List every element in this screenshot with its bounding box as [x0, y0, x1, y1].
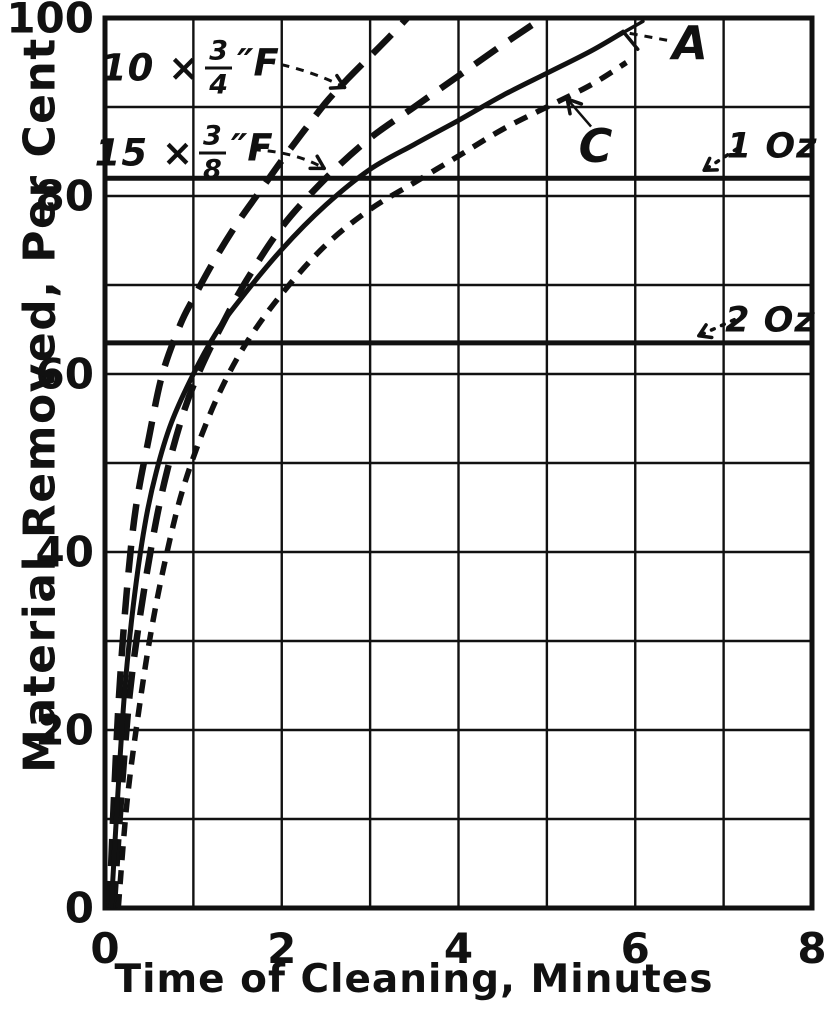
y-tick-label-80: 80: [36, 172, 94, 221]
x-tick-label-6: 6: [621, 924, 650, 973]
y-tick-label-60: 60: [36, 350, 94, 399]
fraction-denominator: 8: [203, 154, 222, 186]
x-tick-label-8: 8: [797, 924, 826, 973]
fraction-numerator: 3: [205, 37, 233, 70]
y-axis-title: Material Removed, Per Cent: [15, 37, 66, 773]
arrowhead-f15: [308, 154, 326, 171]
y-tick-label-40: 40: [36, 528, 94, 577]
plot-border: [102, 15, 815, 911]
series-curve-4: [115, 60, 628, 909]
grid-lines: [105, 18, 812, 908]
arrowhead-A: [622, 19, 645, 51]
fraction-numerator: 3: [199, 123, 226, 155]
x-tick-label-0: 0: [90, 924, 119, 973]
arrowhead-oz2: [697, 323, 714, 340]
annotation-suffix: ″F: [230, 126, 273, 170]
y-tick-label-100: 100: [6, 0, 94, 43]
x-tick-label-2: 2: [267, 924, 296, 973]
annotation-suffix: ″F: [237, 41, 279, 85]
fraction-denominator: 4: [209, 69, 229, 101]
x-tick-label-4: 4: [444, 924, 473, 973]
x-axis-title: Time of Cleaning, Minutes: [115, 957, 714, 1002]
leader-oz1: [702, 147, 739, 172]
leader-C: [566, 98, 593, 128]
annotation-label-1oz: 1 Oz: [726, 126, 818, 167]
arrowhead-f10: [328, 73, 347, 90]
arrowhead-oz1: [702, 156, 719, 172]
annotation-label-2oz: 2 Oz: [725, 300, 816, 341]
annotation-prefix: 15 ×: [94, 131, 195, 175]
leader-A: [623, 30, 668, 42]
series-curve-1: [106, 15, 410, 909]
annotation-label-15x3-8-F: 15 × 3 8 ″F: [95, 123, 273, 184]
annotation-label-curve-C: C: [578, 119, 613, 174]
y-tick-label-20: 20: [36, 706, 94, 755]
y-tick-label-0: 0: [65, 884, 94, 933]
series-curve-2: [110, 15, 545, 909]
annotation-label-curve-A: A: [672, 15, 708, 70]
annotation-label-10x3-4-F: 10 × 3 4 ″F: [101, 37, 279, 98]
annotation-prefix: 10 ×: [100, 46, 201, 90]
leader-oz2: [697, 317, 736, 338]
leader-f15: [252, 148, 325, 170]
arrowhead-C: [565, 97, 584, 116]
series-curve-3: [108, 29, 626, 909]
